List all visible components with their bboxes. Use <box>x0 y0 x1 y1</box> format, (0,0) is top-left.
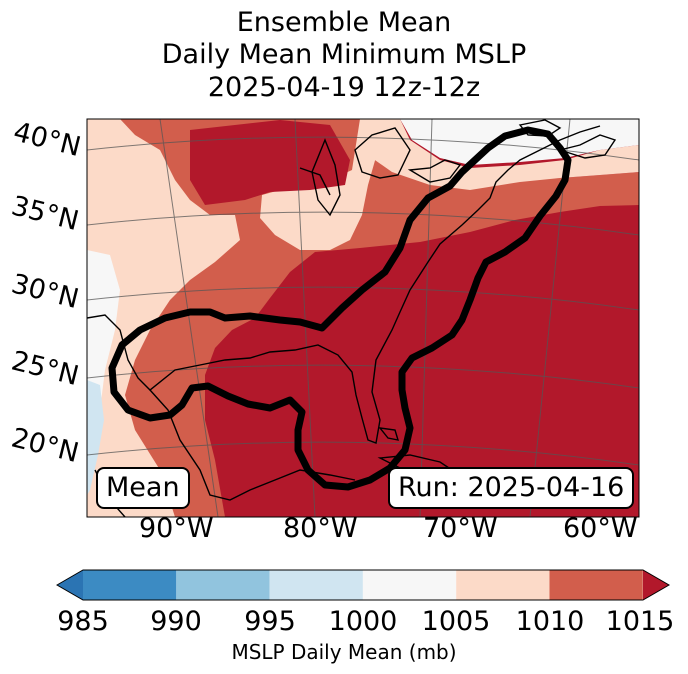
colorbar-tick-985: 985 <box>57 606 109 637</box>
colorbar-tick-1000: 1000 <box>328 606 398 637</box>
colorbar-label: MSLP Daily Mean (mb) <box>231 640 457 664</box>
map-plot-area <box>87 119 639 517</box>
colorbar-over-arrow <box>643 570 669 600</box>
colorbar-tick-990: 990 <box>150 606 202 637</box>
graticule <box>87 119 639 517</box>
colorbar-segment-990-995 <box>176 570 270 600</box>
title-line-1: Ensemble Mean <box>236 7 452 38</box>
lon-label-70: 70°W <box>423 513 498 544</box>
colorbar-segment-1005-1010 <box>456 570 550 600</box>
run-date-box: Run: 2025-04-16 <box>388 467 635 509</box>
title-line-3: 2025-04-19 12z-12z <box>207 72 481 103</box>
colorbar-tick-995: 995 <box>244 606 296 637</box>
colorbar-segment-985-990 <box>83 570 177 600</box>
colorbar <box>55 569 671 601</box>
lon-label-80: 80°W <box>283 513 358 544</box>
colorbar-segment-995-1000 <box>269 570 363 600</box>
lon-label-90: 90°W <box>139 513 214 544</box>
ensemble-contour <box>108 126 572 491</box>
mean-label-box: Mean <box>96 467 190 509</box>
lon-label-60: 60°W <box>563 513 638 544</box>
colorbar-under-arrow <box>57 570 83 600</box>
colorbar-segment-1000-1005 <box>362 570 457 600</box>
map-frame <box>86 118 640 518</box>
title-line-2: Daily Mean Minimum MSLP <box>161 39 527 70</box>
colorbar-tick-1015: 1015 <box>605 606 675 637</box>
pressure-field-1015-north <box>190 120 350 205</box>
colorbar-tick-1005: 1005 <box>421 606 491 637</box>
colorbar-tick-1010: 1010 <box>515 606 585 637</box>
colorbar-segment-1010-1015 <box>549 570 643 600</box>
pressure-field-1005 <box>87 119 240 517</box>
pressure-field-1000 <box>400 119 639 165</box>
pressure-field-995-west <box>87 380 104 495</box>
colorbar-outline <box>55 569 671 601</box>
